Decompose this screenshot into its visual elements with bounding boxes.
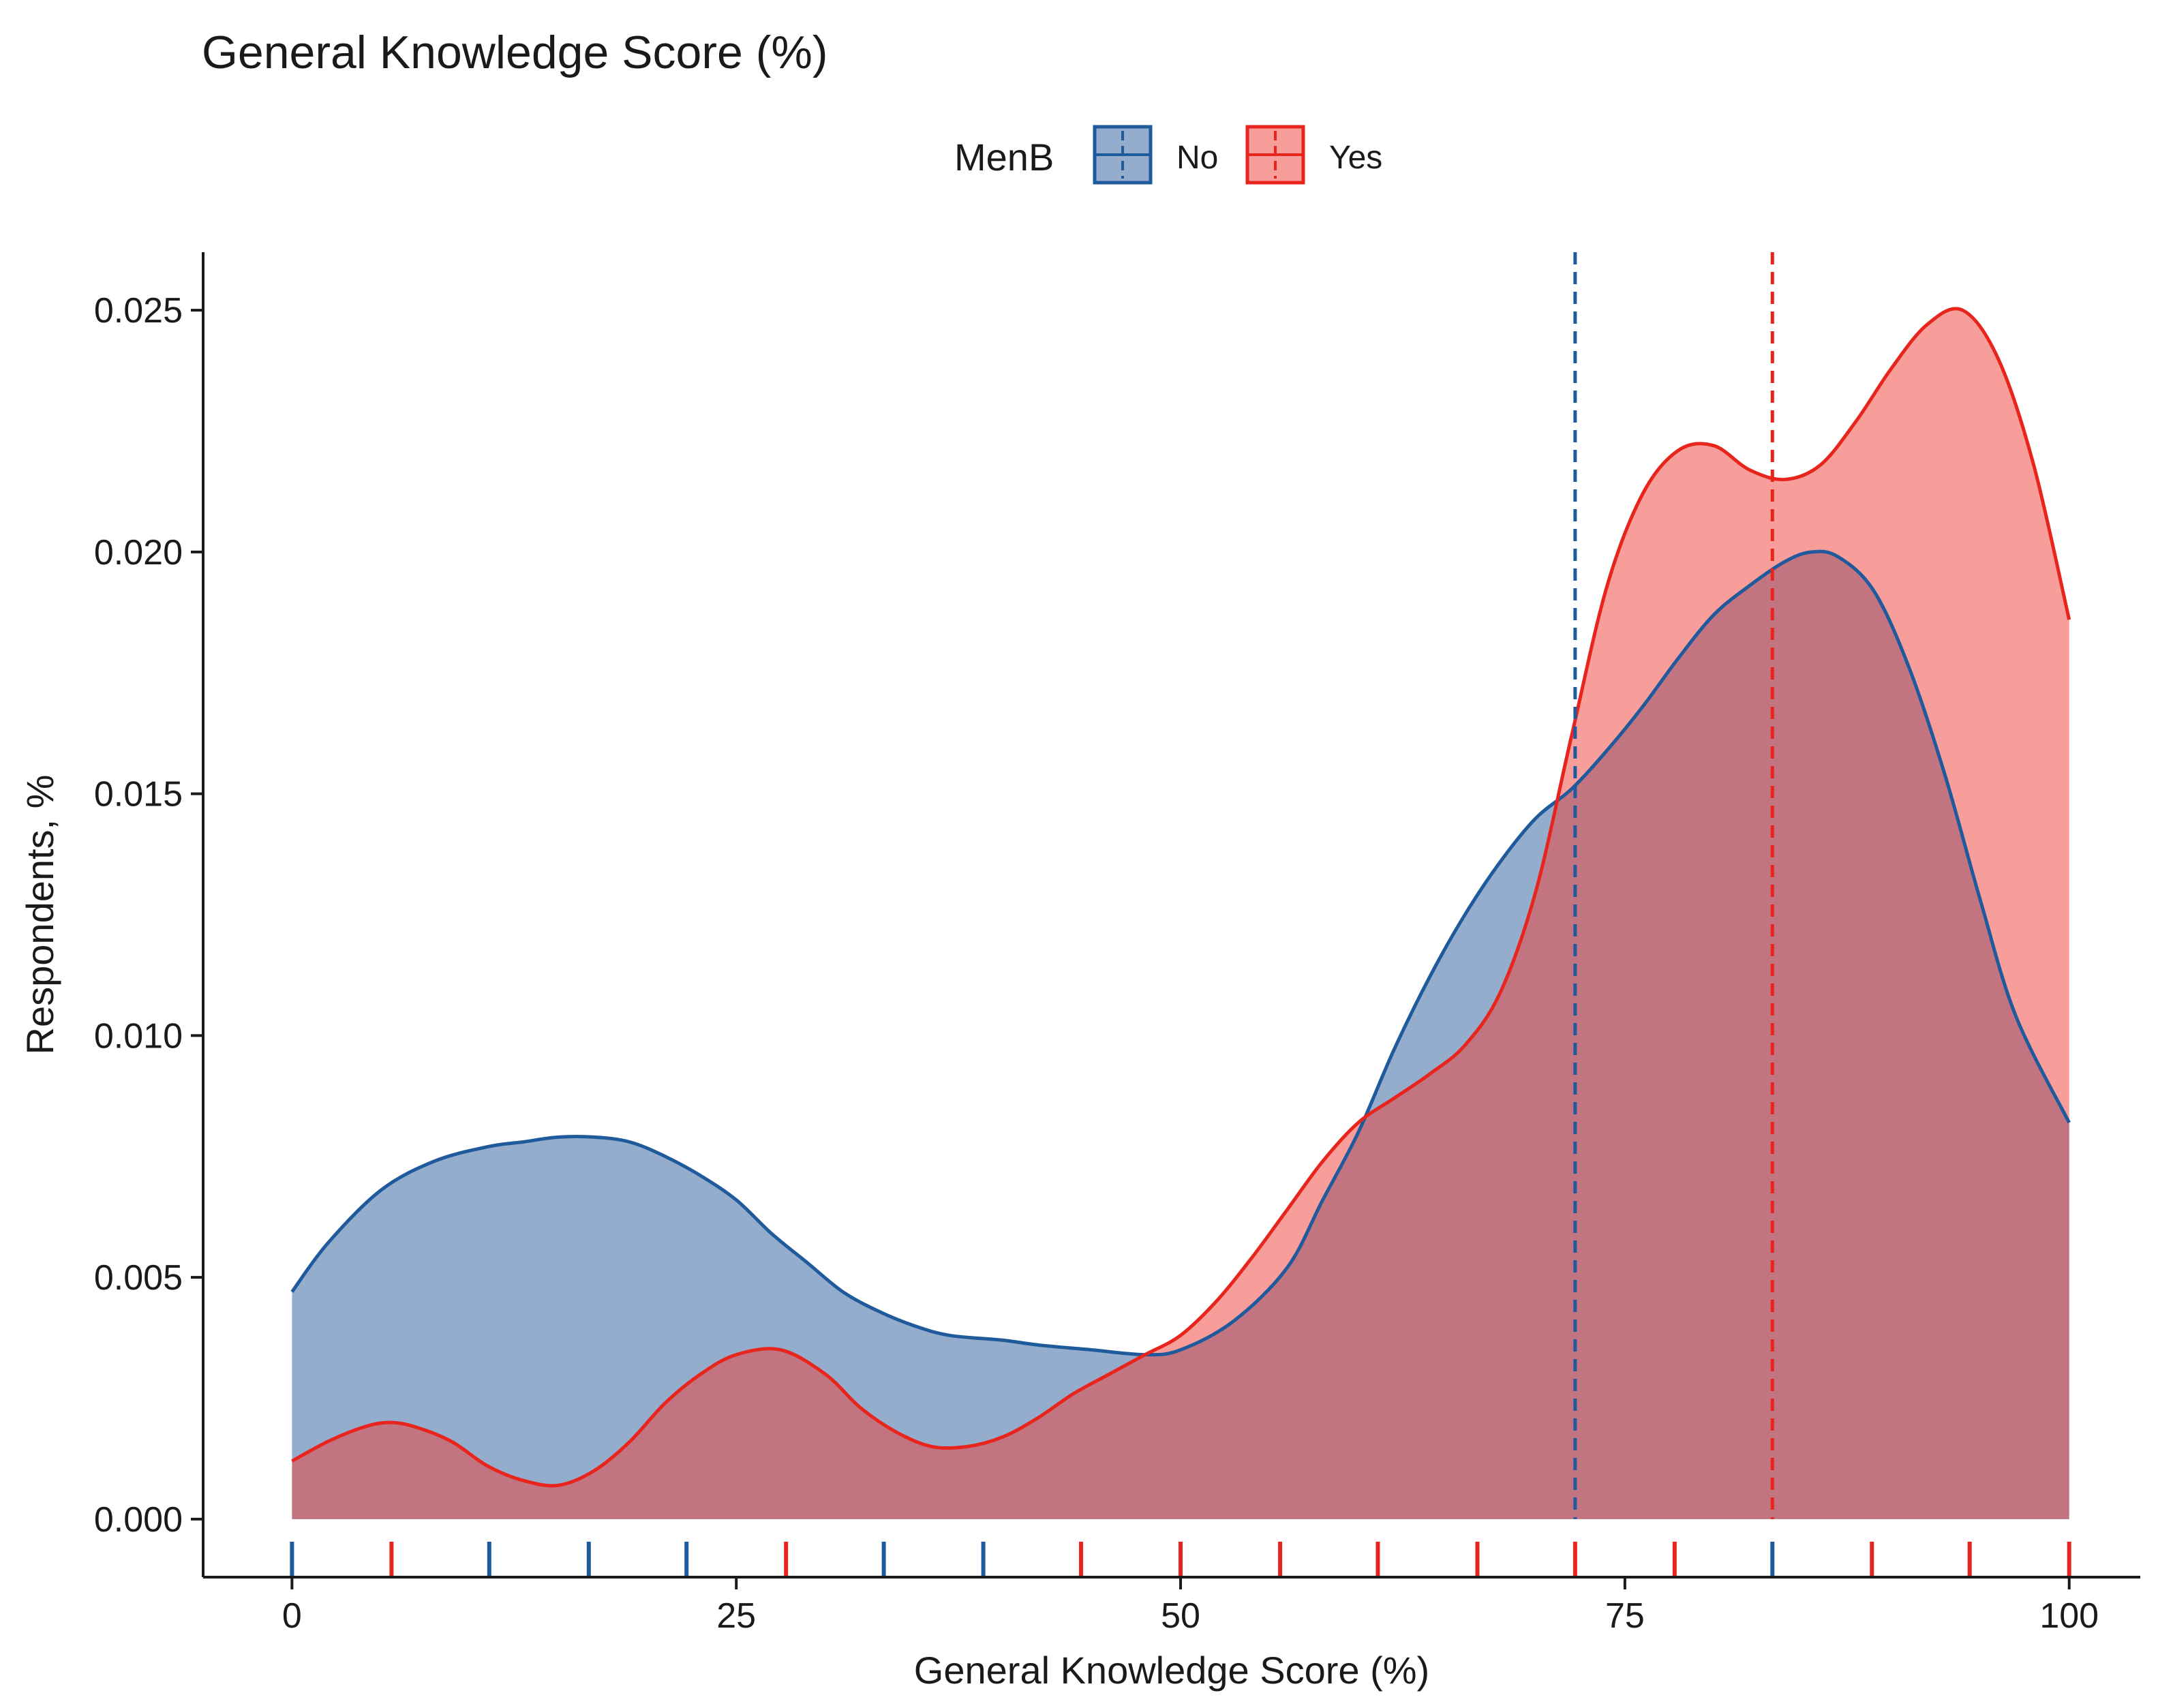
density-areas [290,307,2071,1519]
mean-lines [1573,252,1774,1519]
x-tick-label: 75 [1605,1596,1645,1636]
x-axis-ticks: 0 25 50 75 100 [282,1577,2099,1636]
y-tick-label: 0.010 [94,1016,183,1056]
y-tick-label: 0.015 [94,775,183,814]
density-line-no [290,549,2071,1357]
y-tick-label: 0.000 [94,1500,183,1540]
y-axis-label: Respondents, % [18,775,61,1055]
density-area-yes [292,308,2069,1519]
x-tick-label: 0 [282,1596,302,1636]
y-axis-ticks: 0.000 0.005 0.010 0.015 0.020 0.025 [94,291,203,1540]
y-tick-label: 0.020 [94,533,183,573]
x-tick-label: 50 [1161,1596,1200,1636]
x-axis-label: General Knowledge Score (%) [914,1649,1429,1692]
y-tick-label: 0.025 [94,291,183,331]
legend-title: MenB [954,136,1054,179]
chart-title: General Knowledge Score (%) [202,27,827,78]
legend-item-yes: Yes [1245,125,1382,185]
rug-marks [290,1542,2071,1576]
legend-label-no: No [1176,140,1218,176]
y-tick-label: 0.005 [94,1258,183,1298]
x-tick-label: 100 [2039,1596,2099,1636]
axes [202,252,2140,1579]
density-line-yes [291,307,2071,1488]
legend-label-yes: Yes [1329,140,1382,176]
legend-item-no: No [1093,125,1218,185]
x-tick-label: 25 [716,1596,756,1636]
legend: MenB No Yes [954,125,1382,185]
